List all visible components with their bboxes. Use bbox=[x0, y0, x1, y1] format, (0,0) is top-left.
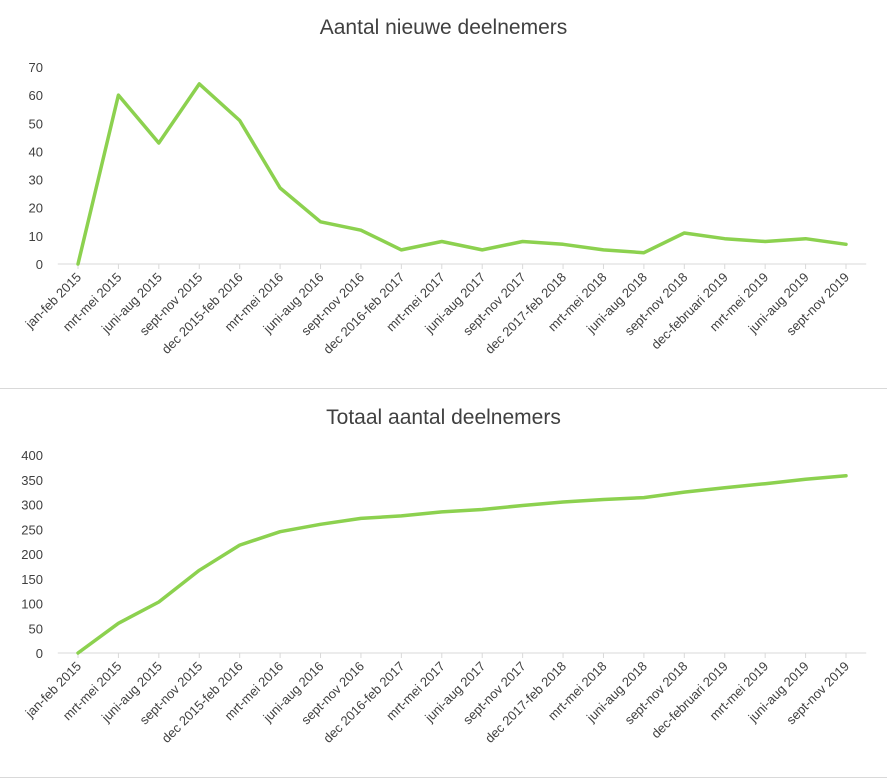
data-point bbox=[682, 490, 686, 494]
data-point bbox=[116, 621, 120, 625]
y-tick-label: 400 bbox=[21, 448, 43, 463]
data-point bbox=[763, 482, 767, 486]
data-point bbox=[157, 141, 161, 145]
data-point bbox=[278, 530, 282, 534]
data-point bbox=[601, 498, 605, 502]
data-point bbox=[601, 248, 605, 252]
y-tick-label: 60 bbox=[29, 88, 43, 103]
data-point bbox=[642, 251, 646, 255]
data-point bbox=[197, 568, 201, 572]
data-point bbox=[561, 500, 565, 504]
data-point bbox=[642, 496, 646, 500]
chart-panel-total-participants: Totaal aantal deelnemers 0 50 100 150 200 250… bbox=[0, 389, 887, 779]
data-point bbox=[521, 239, 525, 243]
data-point bbox=[844, 242, 848, 246]
data-point bbox=[480, 248, 484, 252]
data-point bbox=[561, 242, 565, 246]
data-point bbox=[399, 514, 403, 518]
data-point bbox=[480, 507, 484, 511]
y-tick-label: 150 bbox=[21, 572, 43, 587]
series-line bbox=[76, 82, 848, 266]
data-point bbox=[723, 237, 727, 241]
y-tick-label: 200 bbox=[21, 547, 43, 562]
data-point bbox=[682, 231, 686, 235]
chart-panel-new-participants: Aantal nieuwe deelnemers 0 10 20 30 40 50 60 70… bbox=[0, 0, 887, 388]
data-point bbox=[278, 186, 282, 190]
y-tick-label: 40 bbox=[29, 144, 43, 159]
data-point bbox=[359, 516, 363, 520]
y-tick-label: 100 bbox=[21, 597, 43, 612]
data-point bbox=[359, 228, 363, 232]
data-point bbox=[197, 82, 201, 86]
data-point bbox=[157, 600, 161, 604]
data-point bbox=[76, 651, 80, 655]
data-point bbox=[319, 522, 323, 526]
y-tick-label: 0 bbox=[36, 257, 43, 272]
data-point bbox=[238, 118, 242, 122]
data-point bbox=[804, 237, 808, 241]
y-tick-label: 350 bbox=[21, 473, 43, 488]
data-point bbox=[440, 239, 444, 243]
y-tick-label: 30 bbox=[29, 173, 43, 188]
data-point bbox=[723, 486, 727, 490]
y-tick-label: 250 bbox=[21, 522, 43, 537]
y-tick-label: 50 bbox=[29, 621, 43, 636]
chart-title: Totaal aantal deelnemers bbox=[326, 406, 561, 429]
data-point bbox=[76, 262, 80, 266]
data-point bbox=[804, 477, 808, 481]
y-tick-label: 50 bbox=[29, 116, 43, 131]
y-tick-label: 10 bbox=[29, 229, 43, 244]
y-tick-label: 0 bbox=[36, 646, 43, 661]
data-point bbox=[319, 220, 323, 224]
chart-title: Aantal nieuwe deelnemers bbox=[319, 16, 568, 39]
data-point bbox=[521, 503, 525, 507]
series-line bbox=[76, 474, 848, 655]
y-tick-label: 70 bbox=[29, 60, 43, 75]
divider bbox=[0, 777, 887, 778]
data-point bbox=[844, 474, 848, 478]
divider bbox=[0, 388, 887, 389]
y-tick-label: 20 bbox=[29, 201, 43, 216]
data-point bbox=[763, 239, 767, 243]
data-point bbox=[116, 93, 120, 97]
data-point bbox=[399, 248, 403, 252]
data-point bbox=[238, 543, 242, 547]
y-tick-label: 300 bbox=[21, 498, 43, 513]
data-point bbox=[440, 510, 444, 514]
